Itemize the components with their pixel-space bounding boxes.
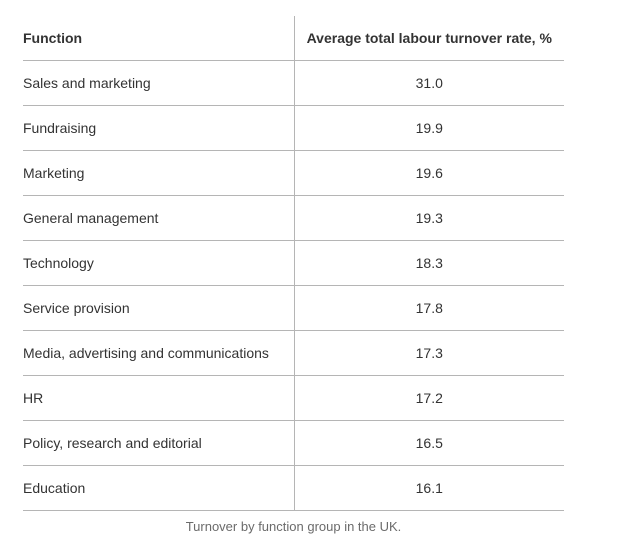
table-caption: Turnover by function group in the UK. (185, 519, 402, 534)
table-row: Media, advertising and communications 17… (23, 330, 564, 376)
table-row: Fundraising 19.9 (23, 105, 564, 151)
function-cell: Service provision (23, 285, 294, 331)
function-cell: Fundraising (23, 105, 294, 151)
function-cell: Sales and marketing (23, 60, 294, 106)
rate-cell: 31.0 (293, 60, 564, 106)
rate-cell: 16.5 (293, 420, 564, 466)
function-cell: Marketing (23, 150, 294, 196)
table-header-row: Function Average total labour turnover r… (23, 16, 564, 61)
rate-cell: 19.9 (293, 105, 564, 151)
function-cell: Policy, research and editorial (23, 420, 294, 466)
rate-cell: 19.6 (293, 150, 564, 196)
rate-cell: 18.3 (293, 240, 564, 286)
rate-cell: 16.1 (293, 465, 564, 511)
rate-cell: 17.8 (293, 285, 564, 331)
table-row: General management 19.3 (23, 195, 564, 241)
function-cell: Media, advertising and communications (23, 330, 294, 376)
table-row: Marketing 19.6 (23, 150, 564, 196)
table-row: Service provision 17.8 (23, 285, 564, 331)
table-row: Technology 18.3 (23, 240, 564, 286)
column-header-rate: Average total labour turnover rate, % (293, 16, 564, 61)
function-cell: Education (23, 465, 294, 511)
function-cell: General management (23, 195, 294, 241)
table-row: Policy, research and editorial 16.5 (23, 420, 564, 466)
turnover-table: Function Average total labour turnover r… (23, 16, 564, 511)
function-cell: Technology (23, 240, 294, 286)
table-row: Education 16.1 (23, 465, 564, 511)
table-row: HR 17.2 (23, 375, 564, 421)
rate-cell: 17.3 (293, 330, 564, 376)
column-header-function: Function (23, 16, 294, 61)
rate-cell: 17.2 (293, 375, 564, 421)
rate-cell: 19.3 (293, 195, 564, 241)
table-row: Sales and marketing 31.0 (23, 60, 564, 106)
function-cell: HR (23, 375, 294, 421)
